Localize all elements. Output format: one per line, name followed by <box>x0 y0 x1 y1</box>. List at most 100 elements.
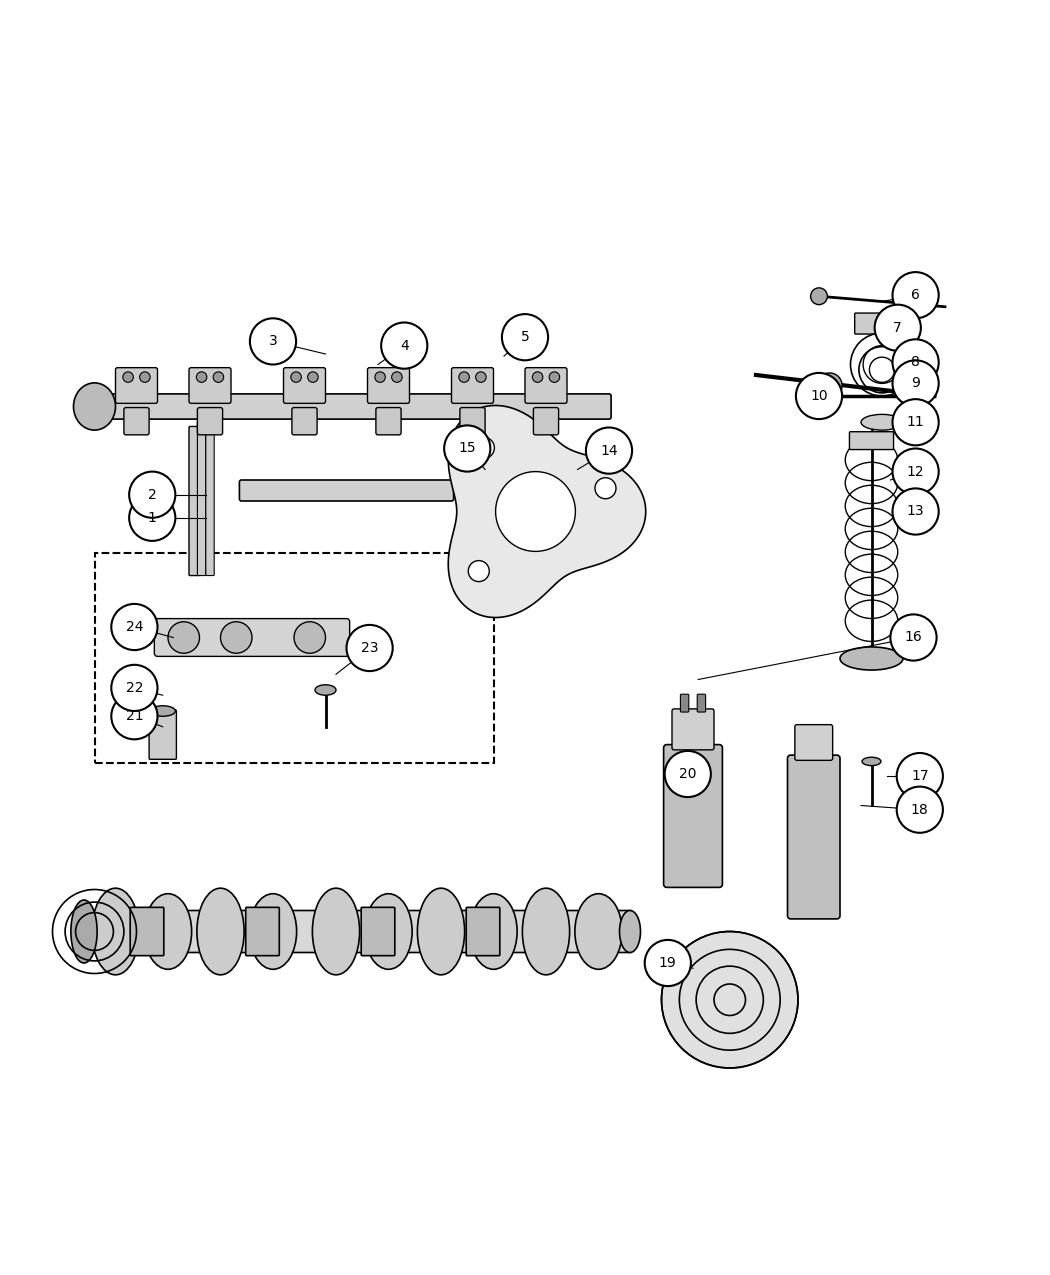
FancyBboxPatch shape <box>452 367 494 403</box>
FancyBboxPatch shape <box>246 908 279 956</box>
Text: 11: 11 <box>907 416 924 430</box>
Circle shape <box>549 372 560 382</box>
FancyBboxPatch shape <box>849 432 894 450</box>
Circle shape <box>662 932 798 1068</box>
FancyBboxPatch shape <box>154 618 350 657</box>
Circle shape <box>346 625 393 671</box>
Ellipse shape <box>145 894 191 969</box>
Polygon shape <box>448 405 646 617</box>
Ellipse shape <box>315 685 336 695</box>
Text: 12: 12 <box>907 464 924 478</box>
Text: 16: 16 <box>905 631 922 644</box>
Circle shape <box>474 437 495 458</box>
Circle shape <box>875 305 921 351</box>
FancyBboxPatch shape <box>533 408 559 435</box>
Circle shape <box>665 751 711 797</box>
Circle shape <box>892 488 939 534</box>
Circle shape <box>123 372 133 382</box>
Text: 23: 23 <box>361 641 378 655</box>
Ellipse shape <box>862 757 881 765</box>
Circle shape <box>381 323 427 368</box>
Text: 4: 4 <box>400 339 408 353</box>
Circle shape <box>392 372 402 382</box>
Text: 6: 6 <box>911 288 920 302</box>
FancyBboxPatch shape <box>82 910 632 952</box>
FancyBboxPatch shape <box>103 394 611 419</box>
Circle shape <box>308 372 318 382</box>
FancyBboxPatch shape <box>376 408 401 435</box>
FancyBboxPatch shape <box>466 908 500 956</box>
Text: 5: 5 <box>521 330 529 344</box>
Circle shape <box>890 615 937 660</box>
Text: 22: 22 <box>126 681 143 695</box>
Circle shape <box>476 372 486 382</box>
Text: 13: 13 <box>907 505 924 519</box>
Circle shape <box>129 472 175 518</box>
Text: 2: 2 <box>148 488 156 501</box>
Ellipse shape <box>250 894 296 969</box>
FancyBboxPatch shape <box>206 416 214 575</box>
Ellipse shape <box>365 894 412 969</box>
Text: 9: 9 <box>911 376 920 390</box>
Circle shape <box>111 694 158 739</box>
Ellipse shape <box>620 910 640 952</box>
Circle shape <box>140 372 150 382</box>
Circle shape <box>111 664 158 711</box>
FancyBboxPatch shape <box>149 710 176 760</box>
Circle shape <box>196 372 207 382</box>
FancyBboxPatch shape <box>788 755 840 919</box>
Ellipse shape <box>92 889 139 975</box>
FancyBboxPatch shape <box>124 408 149 435</box>
Circle shape <box>892 339 939 385</box>
Text: 15: 15 <box>459 441 476 455</box>
FancyBboxPatch shape <box>368 367 410 403</box>
Circle shape <box>168 622 200 653</box>
FancyBboxPatch shape <box>189 367 231 403</box>
FancyBboxPatch shape <box>292 408 317 435</box>
Ellipse shape <box>313 889 359 975</box>
Circle shape <box>220 622 252 653</box>
Text: 21: 21 <box>126 709 143 723</box>
Ellipse shape <box>197 889 244 975</box>
Circle shape <box>897 754 943 799</box>
Circle shape <box>796 372 842 419</box>
FancyBboxPatch shape <box>284 367 326 403</box>
FancyBboxPatch shape <box>680 694 689 711</box>
FancyBboxPatch shape <box>855 314 909 334</box>
FancyBboxPatch shape <box>94 553 494 764</box>
FancyBboxPatch shape <box>361 908 395 956</box>
FancyBboxPatch shape <box>795 724 833 760</box>
Text: 1: 1 <box>148 511 156 525</box>
Text: 24: 24 <box>126 620 143 634</box>
Circle shape <box>291 372 301 382</box>
Circle shape <box>250 319 296 365</box>
Ellipse shape <box>71 900 97 963</box>
FancyBboxPatch shape <box>197 408 223 435</box>
Text: 10: 10 <box>811 389 827 403</box>
Circle shape <box>811 288 827 305</box>
Ellipse shape <box>74 382 116 430</box>
Circle shape <box>111 604 158 650</box>
Circle shape <box>586 427 632 474</box>
Ellipse shape <box>470 894 517 969</box>
Circle shape <box>645 940 691 986</box>
FancyBboxPatch shape <box>116 367 158 403</box>
Ellipse shape <box>523 889 569 975</box>
Ellipse shape <box>840 646 903 671</box>
Circle shape <box>892 361 939 407</box>
Circle shape <box>294 622 325 653</box>
Ellipse shape <box>861 414 903 430</box>
FancyBboxPatch shape <box>525 367 567 403</box>
Circle shape <box>375 372 385 382</box>
FancyBboxPatch shape <box>672 709 714 750</box>
FancyBboxPatch shape <box>460 408 485 435</box>
Circle shape <box>129 495 175 541</box>
Text: 17: 17 <box>911 769 928 783</box>
Circle shape <box>496 472 575 551</box>
Ellipse shape <box>418 889 464 975</box>
Circle shape <box>532 372 543 382</box>
Ellipse shape <box>575 894 622 969</box>
Text: 8: 8 <box>911 356 920 370</box>
Circle shape <box>892 272 939 319</box>
Circle shape <box>892 449 939 495</box>
